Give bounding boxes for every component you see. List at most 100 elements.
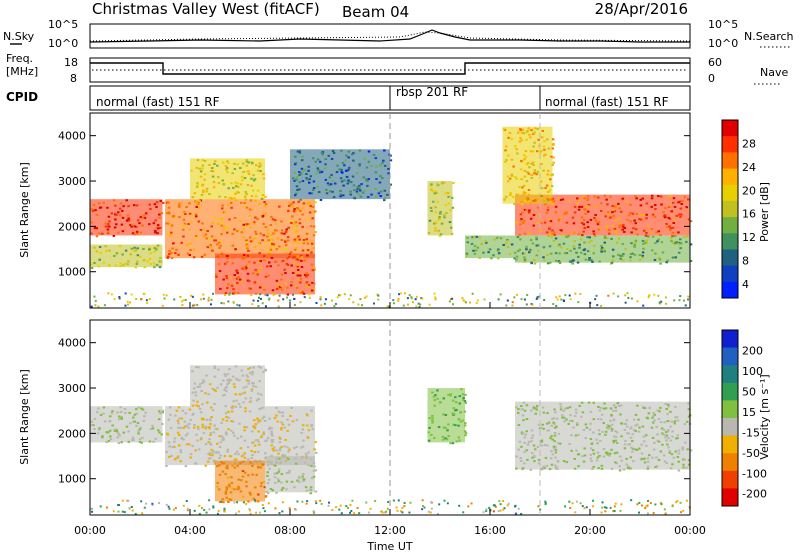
power-cell: [108, 264, 111, 267]
power-cell: [212, 181, 216, 184]
velocity-cell: [249, 397, 253, 400]
power-cell: [584, 212, 587, 215]
velocity-cell: [202, 431, 206, 434]
power-ground-cell: [212, 292, 215, 295]
power-cell: [155, 263, 159, 266]
power-cell: [255, 232, 258, 235]
velocity-cell: [575, 411, 578, 414]
velocity-cell: [168, 445, 172, 448]
power-cell: [592, 252, 596, 255]
power-cell: [581, 195, 585, 198]
velocity-cell: [625, 457, 628, 460]
velocity-cell: [248, 371, 252, 374]
velocity-cell: [583, 454, 587, 457]
power-cell: [222, 225, 226, 228]
velocity-ground-cell: [288, 507, 291, 510]
nsky-tick-top: 10^5: [48, 18, 78, 31]
velocity-cell: [604, 451, 608, 454]
velocity-cell: [445, 438, 449, 441]
power-ground-cell: [497, 298, 500, 301]
power-cell: [650, 194, 654, 197]
colorbar-swatch: [722, 136, 738, 153]
power-cell: [114, 218, 117, 221]
velocity-cell: [213, 366, 217, 369]
power-cell: [325, 188, 328, 191]
velocity-cell: [195, 404, 198, 407]
power-cell: [332, 196, 336, 199]
velocity-cell: [277, 468, 281, 471]
power-cell: [120, 223, 124, 226]
power-ground-cell: [594, 298, 597, 301]
power-cell: [361, 191, 365, 194]
velocity-cell: [189, 418, 192, 421]
power-cell: [209, 243, 212, 246]
power-cell: [297, 200, 301, 203]
velocity-cell: [522, 401, 526, 404]
power-cell: [526, 130, 529, 133]
power-cell: [552, 231, 556, 234]
power-cell: [658, 258, 662, 261]
power-ground-cell: [161, 304, 164, 307]
power-cell: [217, 263, 221, 266]
power-cell: [205, 237, 209, 240]
power-cell: [558, 261, 561, 264]
power-cell: [289, 201, 292, 204]
power-cell: [549, 261, 552, 264]
power-cell: [675, 214, 679, 217]
power-cell: [293, 163, 297, 166]
velocity-cell: [251, 370, 254, 373]
power-cell: [156, 224, 160, 227]
power-cell: [487, 251, 490, 254]
velocity-cell: [171, 446, 174, 449]
velocity-cell: [310, 464, 313, 467]
power-ground-cell: [560, 298, 563, 301]
power-cell: [310, 242, 314, 245]
power-ground-cell: [659, 302, 662, 305]
power-cell: [492, 254, 495, 257]
power-cell: [521, 252, 525, 255]
velocity-cell: [223, 455, 227, 458]
power-cell: [309, 225, 313, 228]
velocity-cell: [183, 420, 187, 423]
date-label: 28/Apr/2016: [595, 0, 688, 18]
velocity-cell: [186, 432, 189, 435]
power-cell: [554, 205, 558, 208]
velocity-cell: [459, 411, 462, 414]
power-cell: [290, 221, 293, 224]
velocity-ground-cell: [158, 502, 161, 505]
velocity-cell: [287, 450, 290, 453]
power-ground-cell: [338, 294, 341, 297]
power-ground-cell: [143, 293, 146, 296]
velocity-cell: [604, 433, 607, 436]
power-cell: [244, 198, 248, 201]
velocity-cell: [169, 413, 172, 416]
power-cell: [636, 233, 639, 236]
power-ground-cell: [434, 296, 437, 299]
power-cell: [619, 254, 622, 257]
power-cell: [274, 229, 277, 232]
power-cell: [195, 186, 199, 189]
power-cell: [254, 199, 257, 202]
power-cell: [148, 248, 151, 251]
velocity-cell: [247, 367, 250, 370]
power-cell: [381, 177, 384, 180]
power-ground-cell: [647, 295, 650, 298]
power-cell: [299, 277, 303, 280]
colorbar-swatch: [722, 453, 738, 472]
power-cell: [582, 223, 585, 226]
power-ground-cell: [526, 294, 529, 297]
power-cell: [136, 260, 139, 263]
velocity-ground-cell: [314, 500, 317, 503]
velocity-cell: [659, 406, 662, 409]
velocity-cell: [552, 445, 556, 448]
velocity-cell: [546, 429, 550, 432]
power-cell: [170, 231, 173, 234]
power-cell: [675, 241, 679, 244]
velocity-cell: [556, 460, 560, 463]
power-cell: [558, 243, 561, 246]
power-ground-cell: [359, 298, 362, 301]
velocity-cell: [309, 492, 313, 495]
velocity-cell: [559, 405, 563, 408]
power-cell: [451, 206, 455, 209]
power-cell: [233, 162, 236, 165]
